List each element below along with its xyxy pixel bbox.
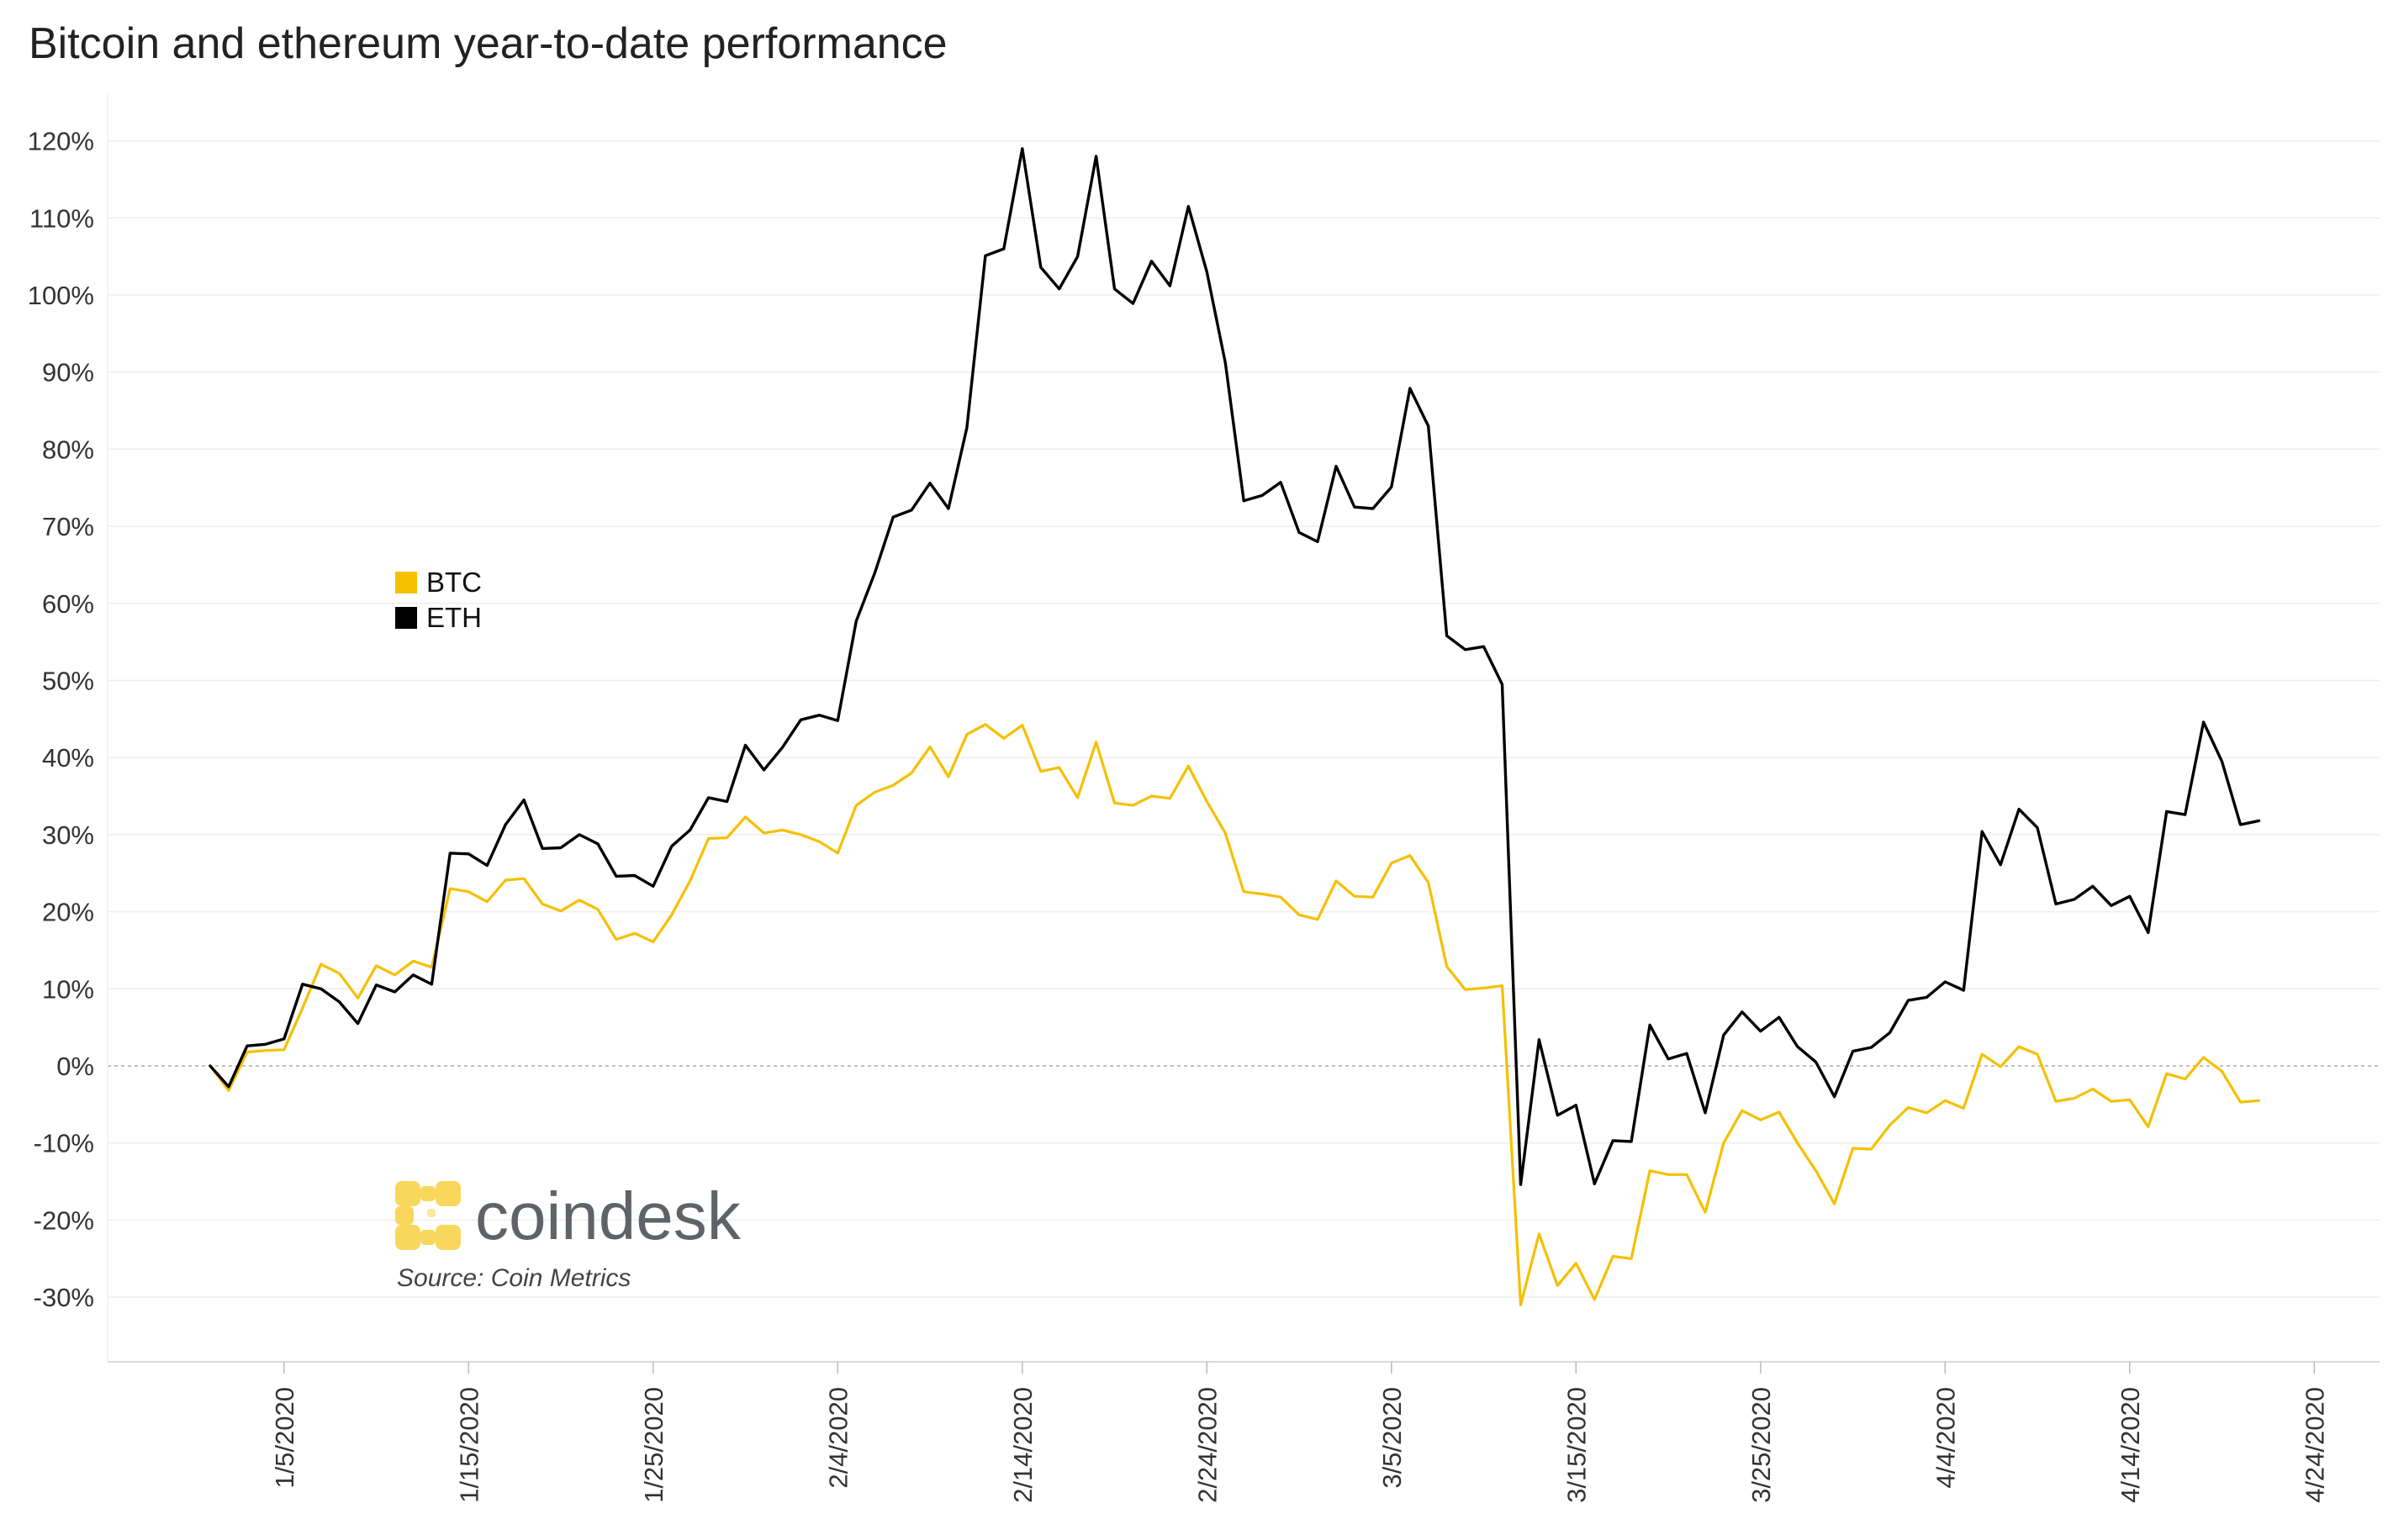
y-tick-label: 20% [42,898,94,927]
y-tick-label: 60% [42,589,94,619]
y-tick-label: 80% [42,435,94,464]
x-tick-label: 1/15/2020 [454,1387,483,1503]
y-tick-label: 90% [42,358,94,388]
x-tick-label: 3/15/2020 [1561,1387,1591,1503]
coindesk-wordmark: coindesk [475,1179,742,1253]
y-tick-label: 50% [42,667,94,696]
series-lines [209,147,2261,1306]
x-axis: 1/5/2020 1/15/2020 1/25/2020 2/4/2020 2/14/2… [108,1361,2380,1503]
x-tick-label: 4/4/2020 [1931,1387,1960,1489]
y-tick-label: 10% [42,974,94,1004]
x-tick-label: 2/14/2020 [1008,1387,1038,1503]
series-line-eth [209,147,2261,1186]
x-tick-label: 1/5/2020 [270,1387,299,1489]
legend-swatch-btc [395,572,417,593]
x-tick-label: 3/25/2020 [1746,1387,1776,1503]
coindesk-logo: coindesk Source: Coin Metrics [395,1179,742,1292]
x-tick-label: 4/14/2020 [2116,1387,2145,1503]
y-tick-label: 70% [42,512,94,541]
coindesk-logo-mark-icon [395,1181,461,1250]
source-note: Source: Coin Metrics [397,1264,631,1292]
x-tick-label: 4/24/2020 [2300,1387,2329,1503]
x-tick-label: 3/5/2020 [1377,1387,1407,1489]
y-tick-label: 100% [28,281,94,310]
y-tick-label: 120% [28,127,94,156]
x-tick-label: 2/4/2020 [823,1387,853,1489]
y-axis-tick-labels: -30% -20% -10% 0% 10% 20% 30% 40% 50% 60% 70% 80% 90… [28,127,94,1312]
y-tick-label: -20% [34,1205,94,1235]
gridlines [107,94,2380,1362]
chart-title: Bitcoin and ethereum year-to-date perfor… [29,19,948,68]
y-tick-label: 0% [56,1052,94,1081]
y-tick-label: 30% [42,820,94,850]
y-tick-label: -30% [34,1283,94,1312]
y-tick-label: 40% [42,743,94,773]
legend-label-eth: ETH [426,602,482,633]
x-tick-label: 2/24/2020 [1192,1387,1222,1503]
y-tick-label: -10% [34,1129,94,1158]
x-tick-label: 1/25/2020 [639,1387,668,1503]
legend-label-btc: BTC [426,567,482,598]
legend-swatch-eth [395,607,417,629]
legend: BTC ETH [395,567,482,633]
series-line-btc [209,723,2260,1306]
y-tick-label: 110% [29,203,94,233]
